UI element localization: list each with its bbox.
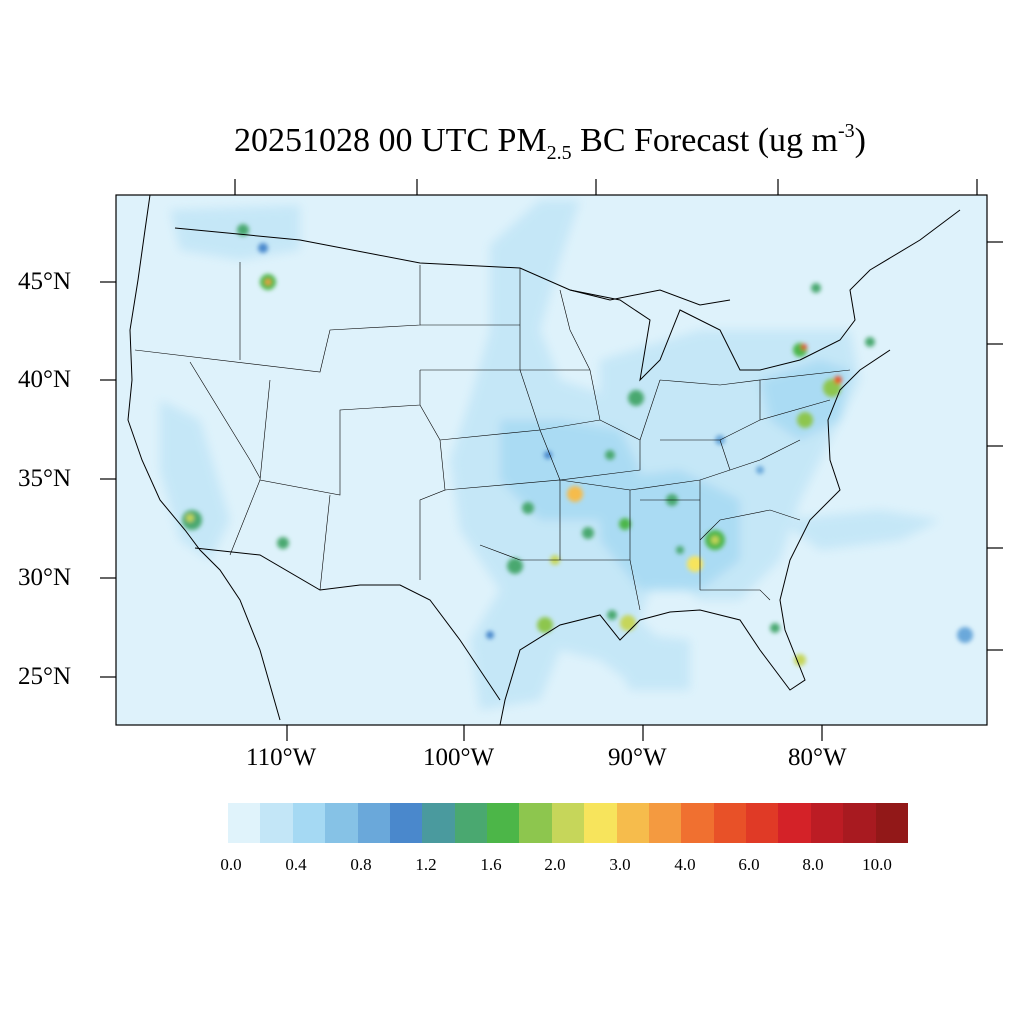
- colorbar-swatch: [422, 803, 455, 843]
- title-superscript: -3: [837, 120, 855, 142]
- map-frame: [115, 194, 988, 726]
- state-lines-west: [134, 262, 446, 591]
- colorbar-swatch: [713, 803, 746, 843]
- lat-label-30n: 30°N: [18, 564, 72, 591]
- colorbar-label: 2.0: [544, 855, 566, 874]
- colorbar-swatch: [454, 803, 487, 843]
- colorbar-swatch: [551, 803, 585, 843]
- colorbar-label: 0.0: [220, 855, 242, 874]
- gulf-plume: [600, 630, 690, 690]
- title-middle: BC Forecast (ug m: [571, 122, 838, 159]
- map-title: 20251028 00 UTC PM2.5 BC Forecast (ug m-…: [0, 120, 1024, 165]
- colorbar-swatch: [778, 803, 811, 843]
- great-lakes: [569, 209, 961, 382]
- state-lines-east: [629, 369, 851, 611]
- colorbar-swatch: [616, 803, 649, 843]
- colorbar-swatch: [843, 803, 876, 843]
- california-band: [160, 400, 230, 560]
- title-prefix: 20251028 00 UTC PM: [234, 122, 547, 159]
- title-suffix: ): [854, 122, 866, 159]
- colorbar-label: 6.0: [738, 855, 760, 874]
- colorbar-swatch: [648, 803, 682, 843]
- colorbar: [228, 803, 908, 843]
- lon-label-80w: 80°W: [788, 744, 847, 771]
- mexico-border: [194, 547, 501, 701]
- colorbar-label: 0.4: [285, 855, 307, 874]
- colorbar-swatch: [357, 803, 390, 843]
- concentration-field: [160, 200, 973, 710]
- hotspots: [182, 224, 973, 666]
- colorbar-swatch: [746, 803, 779, 843]
- colorbar-swatch: [875, 803, 908, 843]
- lon-label-110w: 110°W: [246, 744, 317, 771]
- lat-label-45n: 45°N: [18, 268, 72, 295]
- colorbar-swatch: [260, 803, 293, 843]
- coastline-west: [127, 195, 281, 721]
- colorbar-swatch: [681, 803, 714, 843]
- colorbar-swatch: [487, 803, 520, 843]
- colorbar-swatch: [389, 803, 423, 843]
- colorbar-swatch: [292, 803, 326, 843]
- colorbar-label: 10.0: [862, 855, 892, 874]
- colorbar-label: 4.0: [674, 855, 696, 874]
- colorbar-swatch: [810, 803, 844, 843]
- lat-label-35n: 35°N: [18, 465, 72, 492]
- colorbar-swatch: [519, 803, 552, 843]
- lon-label-90w: 90°W: [608, 744, 667, 771]
- colorbar-swatch: [228, 803, 261, 843]
- lat-label-40n: 40°N: [18, 366, 72, 393]
- lat-label-25n: 25°N: [18, 663, 72, 690]
- colorbar-label: 0.8: [350, 855, 372, 874]
- tick-marks: [100, 179, 1003, 741]
- atlantic-plume: [780, 510, 940, 550]
- state-lines-central: [420, 268, 801, 561]
- colorbar-swatch: [584, 803, 617, 843]
- boundaries: [127, 195, 961, 725]
- colorbar-label: 8.0: [802, 855, 824, 874]
- colorbar-label: 3.0: [609, 855, 631, 874]
- title-subscript: 2.5: [546, 142, 572, 164]
- colorbar-label: 1.2: [415, 855, 437, 874]
- colorbar-swatch: [325, 803, 358, 843]
- colorbar-label: 1.6: [480, 855, 502, 874]
- lon-label-100w: 100°W: [423, 744, 495, 771]
- coastline-east: [499, 349, 891, 725]
- southeast-band: [600, 470, 740, 590]
